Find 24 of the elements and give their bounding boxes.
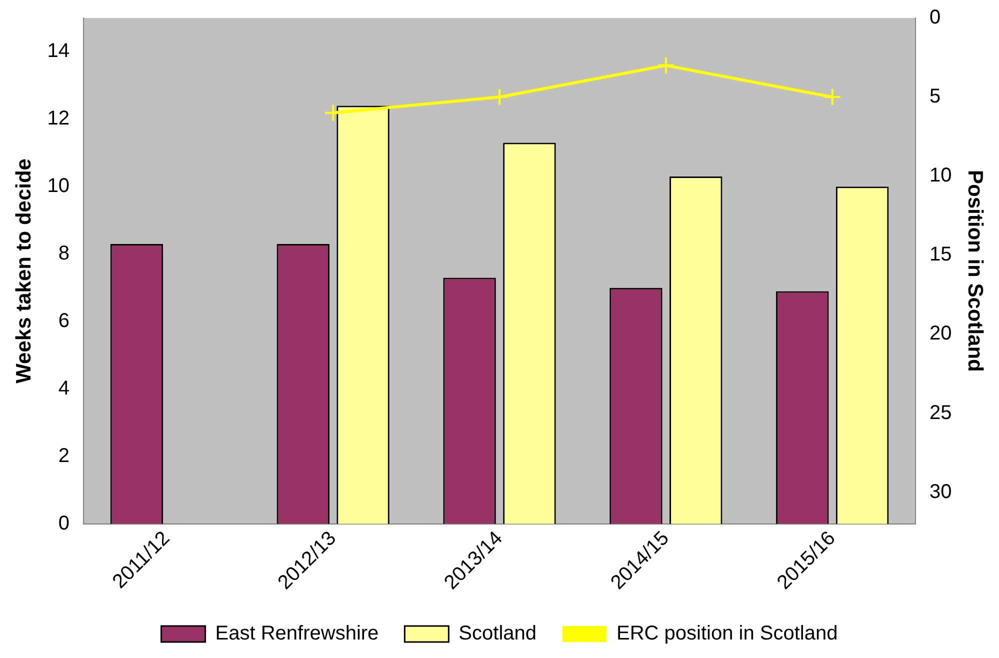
y-tick-label: 10	[47, 175, 70, 198]
y2-tick-label: 5	[930, 86, 941, 108]
y-tick-label: 6	[58, 310, 70, 332]
legend-label: Scotland	[458, 622, 537, 645]
y2-axis-title: Position in Scotland	[964, 170, 987, 372]
y2-tick-label: 20	[930, 322, 952, 345]
y2-tick-label: 25	[930, 402, 952, 424]
point	[490, 88, 508, 106]
y-tick-label: 2	[58, 444, 70, 467]
y-tick-label: 0	[58, 512, 70, 534]
y2-tick-label: 15	[930, 244, 952, 266]
point	[823, 88, 842, 106]
y2-tick-label: 0	[930, 6, 941, 29]
y-tick-label: 12	[47, 108, 70, 130]
legend-label: ERC position in Scotland	[616, 622, 838, 645]
point	[324, 104, 342, 122]
y-tick-label: 8	[58, 242, 70, 265]
y-axis-title: Weeks taken to decide	[12, 158, 36, 384]
legend-label: East Renfrewshire	[215, 622, 379, 645]
y-tick-label: 14	[47, 40, 70, 62]
y-tick-label: 4	[58, 378, 70, 400]
y2-tick-label: 30	[930, 480, 952, 503]
point	[656, 56, 675, 74]
y2-tick-label: 10	[930, 164, 952, 187]
